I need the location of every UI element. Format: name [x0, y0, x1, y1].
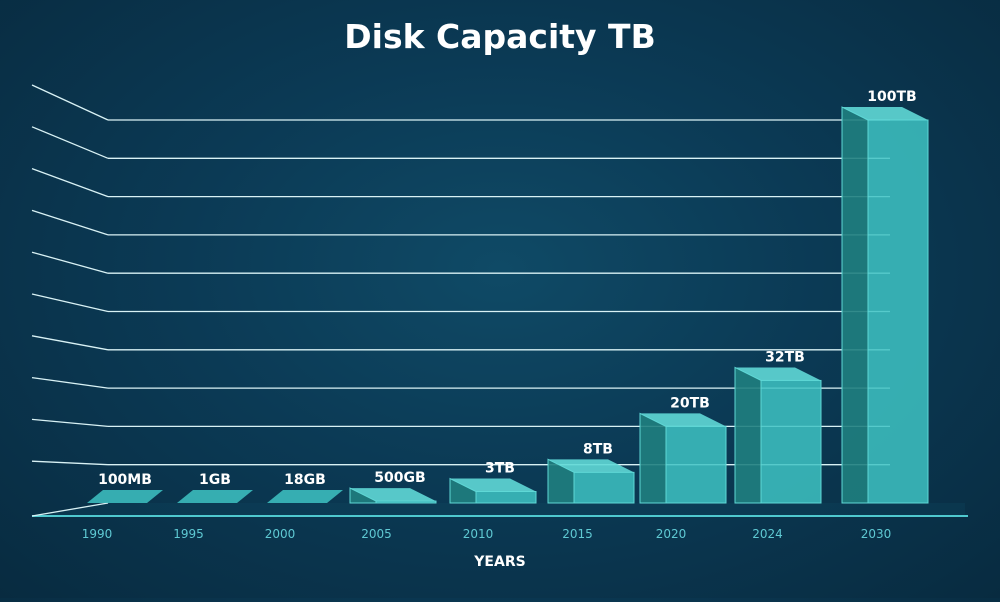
- x-tick-2005: 2005: [361, 527, 392, 541]
- gridline-wall: [31, 167, 109, 198]
- data-label-2005: 500GB: [374, 470, 425, 486]
- x-tick-2015: 2015: [562, 527, 593, 541]
- gridline-wall: [31, 84, 109, 121]
- bar-side: [639, 412, 667, 504]
- data-label-2010: 3TB: [485, 461, 515, 477]
- bar-2010: [449, 477, 537, 504]
- bar-flat: [87, 490, 163, 503]
- bar-2005: [349, 487, 437, 504]
- x-tick-2000: 2000: [265, 527, 296, 541]
- bar-top: [450, 478, 536, 492]
- bar-side: [841, 106, 869, 504]
- data-label-2015: 8TB: [583, 441, 613, 457]
- floor-plane: [32, 503, 965, 516]
- gridline-wall: [31, 209, 109, 236]
- bar-front: [665, 425, 727, 504]
- bar-2024: [734, 366, 822, 504]
- bar-top: [842, 107, 928, 120]
- bar-2030: [841, 106, 929, 504]
- bar-front: [867, 119, 929, 504]
- bar-1990: [87, 490, 163, 503]
- bars: [87, 106, 929, 504]
- x-tick-1990: 1990: [82, 527, 113, 541]
- bar-2020: [639, 412, 727, 504]
- gridline-wall: [31, 460, 109, 466]
- bar-2015: [547, 458, 635, 504]
- gridline-wall: [31, 251, 109, 274]
- x-tick-2024: 2024: [752, 527, 783, 541]
- bar-top: [735, 367, 821, 381]
- gridline-wall: [31, 418, 109, 428]
- data-label-2020: 20TB: [670, 395, 710, 411]
- bar-flat: [177, 490, 253, 503]
- gridline-wall: [31, 335, 109, 351]
- gridline-wall: [31, 126, 109, 159]
- x-tick-2010: 2010: [463, 527, 494, 541]
- data-labels: 100MB 1GB 18GB 500GB 3TB 8TB 20TB 32TB 100TB: [98, 89, 917, 488]
- gridlines: [31, 84, 968, 517]
- bar-top: [548, 459, 634, 473]
- bar-front: [573, 471, 635, 504]
- gridline-wall: [31, 376, 109, 389]
- bar-front: [475, 491, 537, 504]
- floor-edge: [31, 502, 109, 517]
- x-tick-1995: 1995: [173, 527, 204, 541]
- bar-2000: [267, 490, 343, 503]
- data-label-2024: 32TB: [765, 349, 805, 365]
- bar-front: [760, 379, 822, 504]
- x-tick-labels: 1990 1995 2000 2005 2010 2015 2020 2024 2030: [82, 527, 892, 541]
- data-label-2030: 100TB: [867, 89, 916, 105]
- x-axis-label: YEARS: [473, 554, 525, 570]
- bar-side: [734, 366, 762, 504]
- x-tick-2030: 2030: [861, 527, 892, 541]
- bar-top: [350, 488, 436, 502]
- gridline-wall: [31, 293, 109, 313]
- data-label-1995: 1GB: [199, 472, 231, 488]
- chart-title: Disk Capacity TB: [344, 17, 655, 56]
- bar-1995: [177, 490, 253, 503]
- data-label-2000: 18GB: [284, 472, 326, 488]
- bar-top: [640, 413, 726, 427]
- data-label-1990: 100MB: [98, 472, 152, 488]
- x-tick-2020: 2020: [656, 527, 687, 541]
- bar-flat: [267, 490, 343, 503]
- bar-front: [375, 500, 437, 504]
